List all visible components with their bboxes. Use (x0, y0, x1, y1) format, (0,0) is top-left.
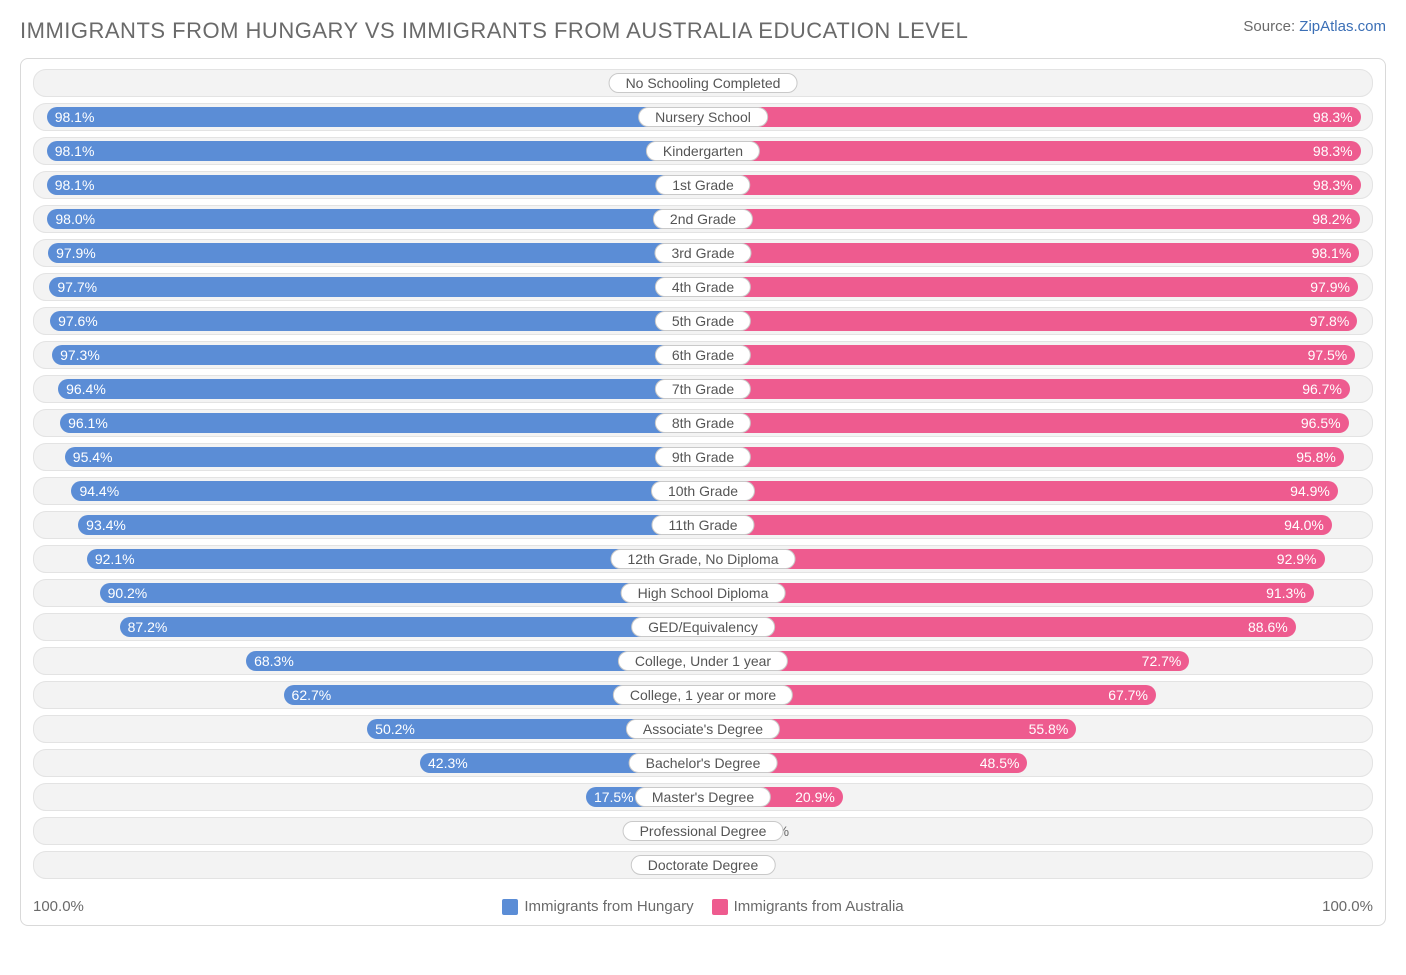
bar-right (703, 617, 1296, 637)
chart-row: 98.0%98.2%2nd Grade (33, 205, 1373, 233)
chart-row: 90.2%91.3%High School Diploma (33, 579, 1373, 607)
chart-row: 93.4%94.0%11th Grade (33, 511, 1373, 539)
bar-right (703, 141, 1361, 161)
chart-row: 42.3%48.5%Bachelor's Degree (33, 749, 1373, 777)
bar-right (703, 447, 1344, 467)
bar-left (120, 617, 703, 637)
source: Source: ZipAtlas.com (1243, 18, 1386, 35)
category-label: Associate's Degree (626, 719, 780, 739)
bar-right (703, 379, 1350, 399)
legend-item-left: Immigrants from Hungary (502, 898, 693, 915)
category-label: Nursery School (638, 107, 768, 127)
category-label: 8th Grade (655, 413, 751, 433)
chart-row: 96.1%96.5%8th Grade (33, 409, 1373, 437)
bar-left (47, 141, 703, 161)
legend-item-right: Immigrants from Australia (712, 898, 904, 915)
chart-row: 96.4%96.7%7th Grade (33, 375, 1373, 403)
bar-right (703, 311, 1357, 331)
bar-right (703, 243, 1359, 263)
chart-area: 1.9%1.7%No Schooling Completed 98.1%98.3%… (20, 58, 1386, 926)
bar-left (60, 413, 703, 433)
category-label: College, 1 year or more (613, 685, 793, 705)
category-label: 2nd Grade (653, 209, 753, 229)
legend-swatch-right (712, 899, 728, 915)
category-label: College, Under 1 year (618, 651, 788, 671)
bar-right (703, 549, 1325, 569)
category-label: Professional Degree (623, 821, 784, 841)
category-label: 3rd Grade (654, 243, 751, 263)
category-label: 4th Grade (655, 277, 751, 297)
category-label: 1st Grade (655, 175, 750, 195)
category-label: Master's Degree (635, 787, 771, 807)
category-label: Kindergarten (646, 141, 760, 161)
category-label: High School Diploma (621, 583, 786, 603)
chart-row: 1.9%1.7%No Schooling Completed (33, 69, 1373, 97)
chart-row: 2.2%2.8%Doctorate Degree (33, 851, 1373, 879)
bar-right (703, 345, 1355, 365)
category-label: No Schooling Completed (609, 73, 798, 93)
chart-row: 98.1%98.3%Nursery School (33, 103, 1373, 131)
chart-row: 97.7%97.9%4th Grade (33, 273, 1373, 301)
category-label: GED/Equivalency (631, 617, 775, 637)
category-label: 12th Grade, No Diploma (611, 549, 796, 569)
chart-rows: 1.9%1.7%No Schooling Completed 98.1%98.3%… (33, 69, 1373, 879)
legend-label-left: Immigrants from Hungary (524, 898, 693, 915)
bar-right (703, 583, 1314, 603)
header-row: IMMIGRANTS FROM HUNGARY VS IMMIGRANTS FR… (20, 18, 1386, 44)
axis-left-max: 100.0% (33, 898, 84, 915)
category-label: Bachelor's Degree (629, 753, 778, 773)
category-label: 9th Grade (655, 447, 751, 467)
chart-row: 92.1%92.9%12th Grade, No Diploma (33, 545, 1373, 573)
bar-left (47, 175, 703, 195)
bar-right (703, 481, 1338, 501)
bar-left (49, 277, 703, 297)
legend-label-right: Immigrants from Australia (734, 898, 904, 915)
category-label: 5th Grade (655, 311, 751, 331)
chart-container: IMMIGRANTS FROM HUNGARY VS IMMIGRANTS FR… (0, 0, 1406, 975)
bar-left (47, 107, 703, 127)
chart-footer: 100.0% Immigrants from Hungary Immigrant… (33, 898, 1373, 915)
chart-row: 68.3%72.7%College, Under 1 year (33, 647, 1373, 675)
bar-left (48, 243, 703, 263)
category-label: 7th Grade (655, 379, 751, 399)
chart-row: 87.2%88.6%GED/Equivalency (33, 613, 1373, 641)
bar-left (50, 311, 703, 331)
bar-right (703, 515, 1332, 535)
bar-left (52, 345, 703, 365)
bar-left (71, 481, 703, 501)
bar-right (703, 175, 1361, 195)
chart-title: IMMIGRANTS FROM HUNGARY VS IMMIGRANTS FR… (20, 18, 968, 44)
chart-row: 50.2%55.8%Associate's Degree (33, 715, 1373, 743)
bar-left (100, 583, 703, 603)
chart-row: 62.7%67.7%College, 1 year or more (33, 681, 1373, 709)
bar-left (58, 379, 703, 399)
bar-left (65, 447, 703, 467)
category-label: 6th Grade (655, 345, 751, 365)
legend: Immigrants from Hungary Immigrants from … (502, 898, 903, 915)
bar-right (703, 209, 1360, 229)
bar-right (703, 107, 1361, 127)
chart-row: 98.1%98.3%1st Grade (33, 171, 1373, 199)
bar-right (703, 413, 1349, 433)
source-link[interactable]: ZipAtlas.com (1299, 18, 1386, 35)
bar-right (703, 277, 1358, 297)
chart-row: 95.4%95.8%9th Grade (33, 443, 1373, 471)
legend-swatch-left (502, 899, 518, 915)
source-label: Source: (1243, 18, 1299, 35)
chart-row: 5.5%6.9%Professional Degree (33, 817, 1373, 845)
chart-row: 97.9%98.1%3rd Grade (33, 239, 1373, 267)
category-label: 10th Grade (651, 481, 755, 501)
chart-row: 97.3%97.5%6th Grade (33, 341, 1373, 369)
bar-left (47, 209, 703, 229)
chart-row: 97.6%97.8%5th Grade (33, 307, 1373, 335)
category-label: 11th Grade (651, 515, 754, 535)
bar-left (78, 515, 703, 535)
chart-row: 94.4%94.9%10th Grade (33, 477, 1373, 505)
axis-right-max: 100.0% (1322, 898, 1373, 915)
chart-row: 17.5%20.9%Master's Degree (33, 783, 1373, 811)
chart-row: 98.1%98.3%Kindergarten (33, 137, 1373, 165)
category-label: Doctorate Degree (631, 855, 776, 875)
